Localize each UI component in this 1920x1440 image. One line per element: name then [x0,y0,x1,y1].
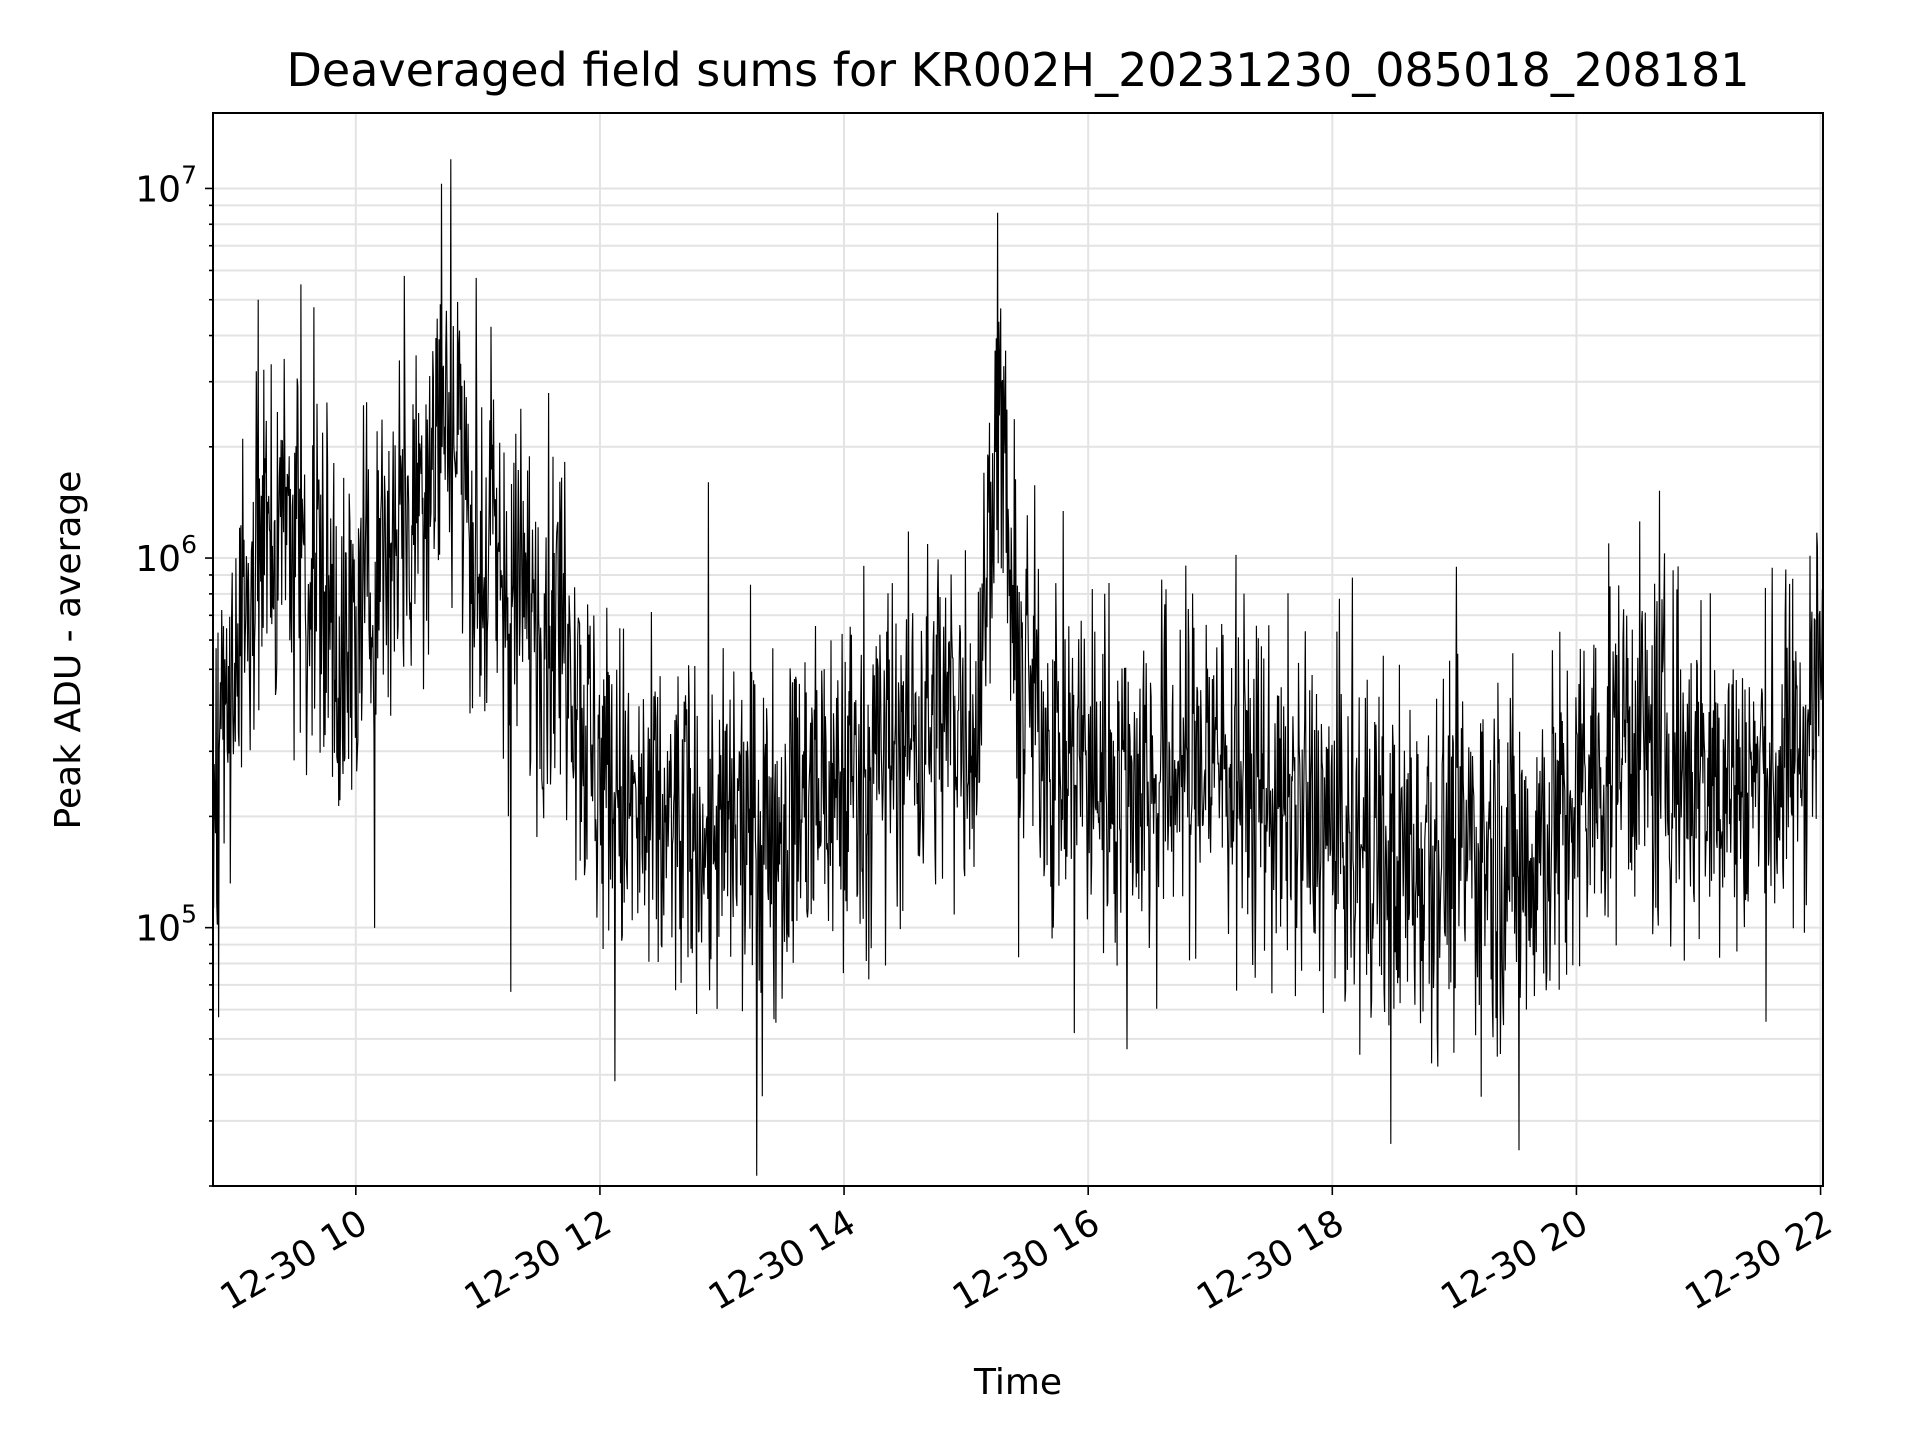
y-tick-label: 107 [135,160,197,210]
y-tick-label: 105 [135,900,197,950]
y-axis-label: Peak ADU - average [48,471,89,830]
plot-area [213,159,1823,1176]
series-line [213,159,1823,1176]
x-axis-label: Time [973,1362,1062,1403]
y-tick-label: 106 [135,530,197,580]
y-axis: 105 106 107 [135,160,213,1187]
plot-frame [212,112,1824,1187]
chart-title: Deaveraged field sums for KR002H_2023123… [287,43,1750,97]
